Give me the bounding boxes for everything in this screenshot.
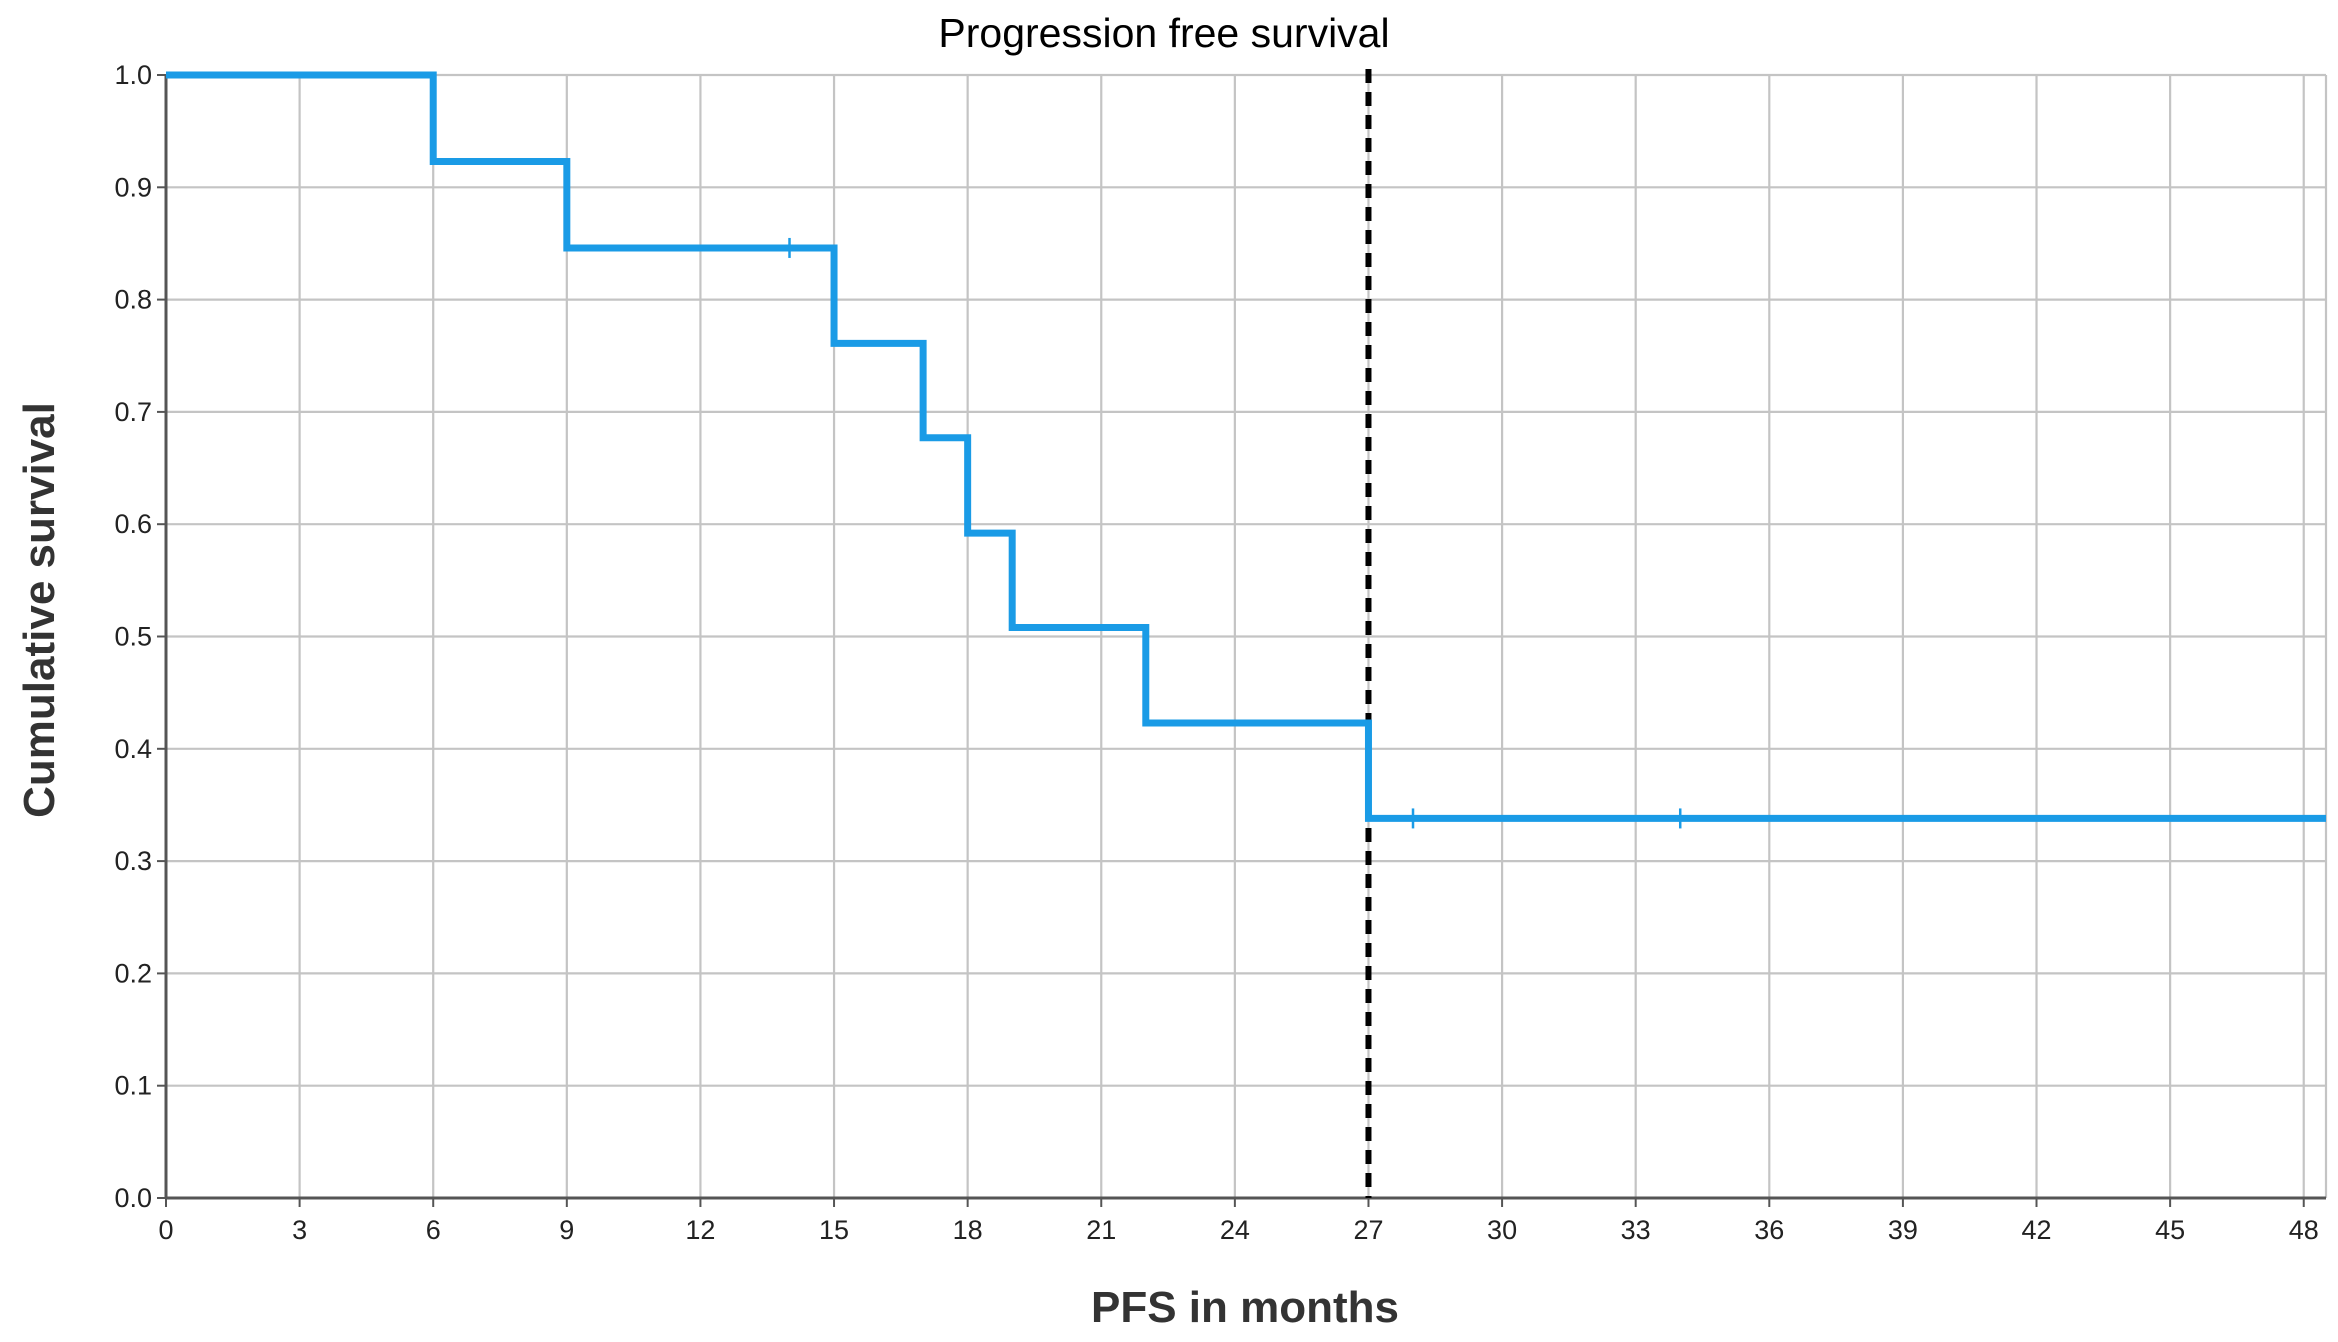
x-tick-label: 3: [292, 1215, 307, 1245]
y-tick-label: 0.2: [114, 958, 152, 988]
x-tick-label: 30: [1487, 1215, 1517, 1245]
x-tick-label: 39: [1888, 1215, 1918, 1245]
x-tick-label: 24: [1220, 1215, 1250, 1245]
y-tick-label: 1.0: [114, 60, 152, 90]
x-tick-label: 33: [1621, 1215, 1651, 1245]
y-axis-label: Cumulative survival: [15, 402, 64, 818]
axes: [157, 74, 2326, 1207]
y-tick-label: 0.6: [114, 509, 152, 539]
y-tick-labels: 0.0 0.1 0.2 0.3 0.4 0.5 0.6 0.7 0.8 0.9 1.0: [114, 60, 152, 1213]
x-tick-label: 21: [1086, 1215, 1116, 1245]
y-tick-label: 0.4: [114, 734, 152, 764]
y-tick-label: 0.3: [114, 846, 152, 876]
chart-title: Progression free survival: [938, 10, 1389, 56]
x-tick-label: 0: [158, 1215, 173, 1245]
y-tick-label: 0.1: [114, 1071, 152, 1101]
y-tick-label: 0.7: [114, 397, 152, 427]
x-tick-labels: 0 3 6 9 12 15 18 21 24 27 30 33 36 39 42 45 48: [158, 1215, 2318, 1245]
y-tick-label: 0.0: [114, 1183, 152, 1213]
x-tick-label: 27: [1353, 1215, 1383, 1245]
x-tick-label: 12: [685, 1215, 715, 1245]
x-tick-label: 36: [1754, 1215, 1784, 1245]
x-tick-label: 42: [2021, 1215, 2051, 1245]
x-tick-label: 18: [953, 1215, 983, 1245]
x-tick-label: 15: [819, 1215, 849, 1245]
survival-curve: [166, 71, 2326, 822]
x-axis-label: PFS in months: [1091, 1283, 1399, 1332]
y-tick-label: 0.5: [114, 622, 152, 652]
series-group: [166, 71, 2326, 829]
x-tick-label: 48: [2289, 1215, 2319, 1245]
y-tick-label: 0.8: [114, 285, 152, 315]
x-tick-label: 6: [426, 1215, 441, 1245]
y-tick-label: 0.9: [114, 172, 152, 202]
gridlines: [164, 73, 2328, 1200]
x-tick-label: 9: [559, 1215, 574, 1245]
x-tick-label: 45: [2155, 1215, 2185, 1245]
